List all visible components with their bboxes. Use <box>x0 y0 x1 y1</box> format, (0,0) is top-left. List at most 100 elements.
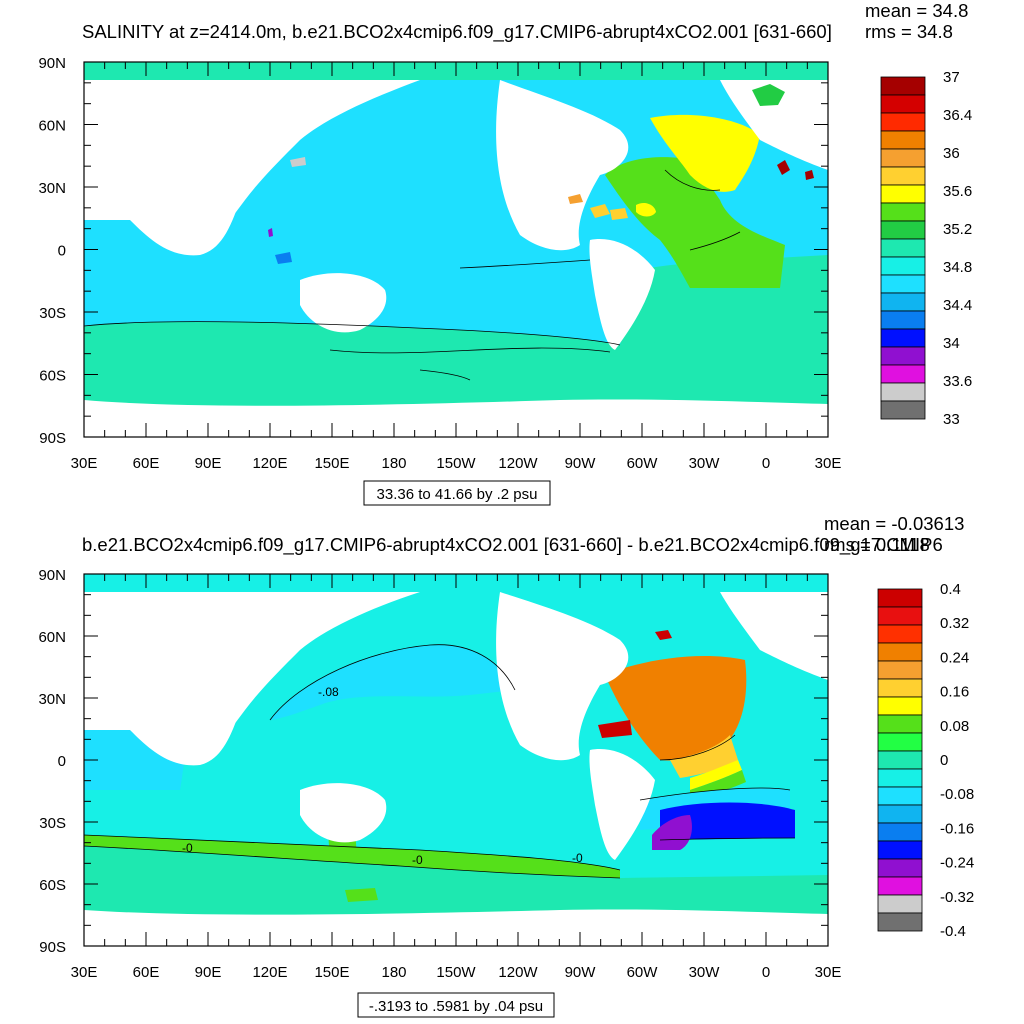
colorbar-swatch <box>880 76 926 96</box>
colorbar-swatch <box>880 400 926 420</box>
colorbar-label: 0.16 <box>940 684 969 701</box>
p2-contour-label-2: -0 <box>182 841 193 855</box>
x-tick-label: 90E <box>195 455 222 472</box>
colorbar-swatch <box>880 130 926 150</box>
panel1-info-box-border <box>363 480 551 506</box>
x-tick-label: 0 <box>762 964 770 981</box>
colorbar-label: 37 <box>943 69 960 86</box>
y-tick-label: 30S <box>39 305 66 322</box>
panel1-y-axis: 90N 60N 30N 0 30S 60S 90S <box>38 55 66 447</box>
p1-contour-6 <box>419 369 471 381</box>
colorbar-label: -0.24 <box>940 855 974 872</box>
panel1-colorbar-labels: 37 36.4 36 35.6 35.2 34.8 34.4 34 33.6 33 <box>943 69 972 428</box>
colorbar-swatch <box>877 696 923 716</box>
p2-blue-atlantic <box>660 802 795 840</box>
p1-contour-4 <box>689 231 741 251</box>
p2-contour-4 <box>659 734 736 761</box>
p1-bluespot <box>275 252 292 264</box>
p1-contour-5 <box>664 169 721 191</box>
colorbar-label: 35.6 <box>943 183 972 200</box>
colorbar-label: 36 <box>943 145 960 162</box>
panel2-y-axis: 90N 60N 30N 0 30S 60S 90S <box>38 567 66 956</box>
colorbar-label: 34 <box>943 335 960 352</box>
x-tick-label: 30W <box>689 455 721 472</box>
colorbar-label: 33 <box>943 411 960 428</box>
p2-contour-1 <box>269 644 516 721</box>
colorbar-swatch <box>877 804 923 824</box>
y-tick-label: 60S <box>39 877 66 894</box>
x-tick-label: 30E <box>815 455 842 472</box>
colorbar-swatch <box>877 786 923 806</box>
colorbar-swatch <box>880 382 926 402</box>
p2-spot-green2 <box>345 888 378 902</box>
x-tick-label: 150E <box>314 964 349 981</box>
x-tick-label: 60W <box>627 964 659 981</box>
p1-contour-3 <box>459 259 591 269</box>
panel2-colorbar <box>877 588 923 932</box>
p2-contour-2 <box>83 834 621 871</box>
y-tick-label: 30N <box>38 691 66 708</box>
colorbar-swatch <box>880 202 926 222</box>
y-tick-label: 60N <box>38 118 66 135</box>
y-tick-label: 0 <box>58 753 66 770</box>
x-tick-label: 30E <box>815 964 842 981</box>
colorbar-swatch <box>880 274 926 294</box>
colorbar-label: 0.4 <box>940 581 961 598</box>
colorbar-label: -0.08 <box>940 786 974 803</box>
x-tick-label: 60E <box>133 964 160 981</box>
p2-contour-6 <box>659 837 796 841</box>
x-tick-label: 150E <box>314 455 349 472</box>
panel2-x-axis: 30E 60E 90E 120E 150E 180 150W 120W 90W 60W 30W 0 30… <box>71 964 842 981</box>
colorbar-swatch <box>877 624 923 644</box>
x-tick-label: 90W <box>565 455 597 472</box>
p2-north-atlantic <box>605 655 747 761</box>
y-tick-label: 30N <box>38 180 66 197</box>
y-tick-label: 30S <box>39 815 66 832</box>
x-tick-label: 180 <box>381 455 406 472</box>
panel2-tick-lines <box>83 573 829 947</box>
panel2-colorbar-labels: 0.4 0.32 0.24 0.16 0.08 0 -0.08 -0.16 -0.24 -0.32… <box>940 581 974 940</box>
colorbar-swatch <box>877 642 923 662</box>
colorbar-swatch <box>880 148 926 168</box>
panel1-x-axis: 30E 60E 90E 120E 150E 180 150W 120W 90W 60W 30W 0 30… <box>71 455 842 472</box>
p1-gulf <box>568 194 583 204</box>
p1-contour-1 <box>83 321 621 346</box>
panel2-info-box: -.3193 to .5981 by .04 psu <box>369 998 543 1015</box>
p2-gulf-red <box>598 720 632 738</box>
panel1-rms: rms = 34.8 <box>865 21 953 42</box>
colorbar-swatch <box>877 858 923 878</box>
panel2-mean: mean = -0.03613 <box>824 513 964 534</box>
colorbar-label: 0.08 <box>940 718 969 735</box>
x-tick-label: 120E <box>252 964 287 981</box>
x-tick-label: 180 <box>381 964 406 981</box>
x-tick-label: 90W <box>565 964 597 981</box>
panel1-mean: mean = 34.8 <box>865 0 968 21</box>
p1-purplespot <box>268 228 273 237</box>
colorbar-swatch <box>880 184 926 204</box>
colorbar-swatch <box>877 822 923 842</box>
colorbar-label: -0.4 <box>940 923 966 940</box>
colorbar-swatch <box>877 588 923 608</box>
colorbar-swatch <box>880 256 926 276</box>
colorbar-swatch <box>880 166 926 186</box>
colorbar-label: 0.32 <box>940 615 969 632</box>
colorbar-label: 0 <box>940 752 948 769</box>
x-tick-label: 30E <box>71 455 98 472</box>
p2-contour-label-3: -0 <box>412 853 423 867</box>
salinity-panel: SALINITY at z=2414.0m, b.e21.BCO2x4cmip6… <box>38 0 972 506</box>
difference-panel: b.e21.BCO2x4cmip6.f09_g17.CMIP6-abrupt4x… <box>38 513 974 1018</box>
colorbar-label: 36.4 <box>943 107 972 124</box>
panel1-ocean-field <box>83 62 828 437</box>
x-tick-label: 30E <box>71 964 98 981</box>
y-tick-label: 60S <box>39 368 66 385</box>
y-tick-label: 90S <box>39 939 66 956</box>
p1-persian <box>805 170 814 180</box>
colorbar-swatch <box>877 894 923 914</box>
x-tick-label: 120W <box>498 964 538 981</box>
panel2-info-box-border <box>357 992 555 1018</box>
p1-red-sea <box>777 160 790 175</box>
p1-greenland-sea <box>752 84 785 106</box>
colorbar-label: 33.6 <box>943 373 972 390</box>
p2-yellow <box>690 760 742 790</box>
y-tick-label: 0 <box>58 243 66 260</box>
